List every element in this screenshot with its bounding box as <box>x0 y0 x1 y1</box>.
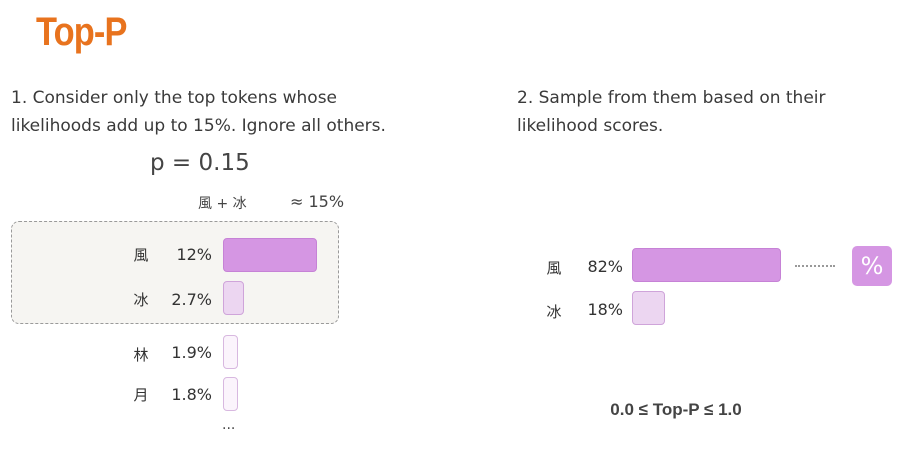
page-title: Top-P <box>36 10 127 54</box>
percent-badge-icon: % <box>852 246 892 286</box>
left-token-1-char: 風 <box>133 246 149 264</box>
left-token-4-bar <box>223 377 238 411</box>
left-token-2-char: 冰 <box>133 291 149 309</box>
left-token-3-char: 林 <box>133 346 149 364</box>
step-2-line-2: likelihood scores. <box>517 116 664 136</box>
left-token-3-pct: 1.9% <box>171 343 212 362</box>
left-token-4-pct: 1.8% <box>171 385 212 404</box>
top-p-range-label: 0.0 ≤ Top-P ≤ 1.0 <box>610 400 742 419</box>
more-tokens-ellipsis: ... <box>222 417 236 433</box>
sum-label: 風 + 冰 <box>198 196 247 212</box>
left-token-4-char: 月 <box>133 386 149 404</box>
left-token-2-bar <box>223 281 244 315</box>
right-token-2-pct: 18% <box>587 300 623 319</box>
left-token-3-bar <box>223 335 238 369</box>
step-1-line-2: likelihoods add up to 15%. Ignore all ot… <box>11 116 386 136</box>
right-token-2-char: 冰 <box>546 303 562 321</box>
dotted-leader-line <box>795 265 835 267</box>
left-token-1-bar <box>223 238 317 272</box>
step-1-line-1: 1. Consider only the top tokens whose <box>11 88 338 108</box>
right-token-2-bar <box>632 291 665 325</box>
left-token-2-pct: 2.7% <box>171 290 212 309</box>
approx-label: ≈ 15% <box>290 192 345 211</box>
step-2-line-1: 2. Sample from them based on their <box>517 88 826 108</box>
right-token-1-pct: 82% <box>587 257 623 276</box>
step-1-text: 1. Consider only the top tokens whose li… <box>11 84 386 140</box>
right-token-1-bar <box>632 248 781 282</box>
step-2-text: 2. Sample from them based on their likel… <box>517 84 826 140</box>
right-token-1-char: 風 <box>546 259 562 277</box>
left-token-1-pct: 12% <box>176 245 212 264</box>
p-value-label: p = 0.15 <box>150 150 250 176</box>
